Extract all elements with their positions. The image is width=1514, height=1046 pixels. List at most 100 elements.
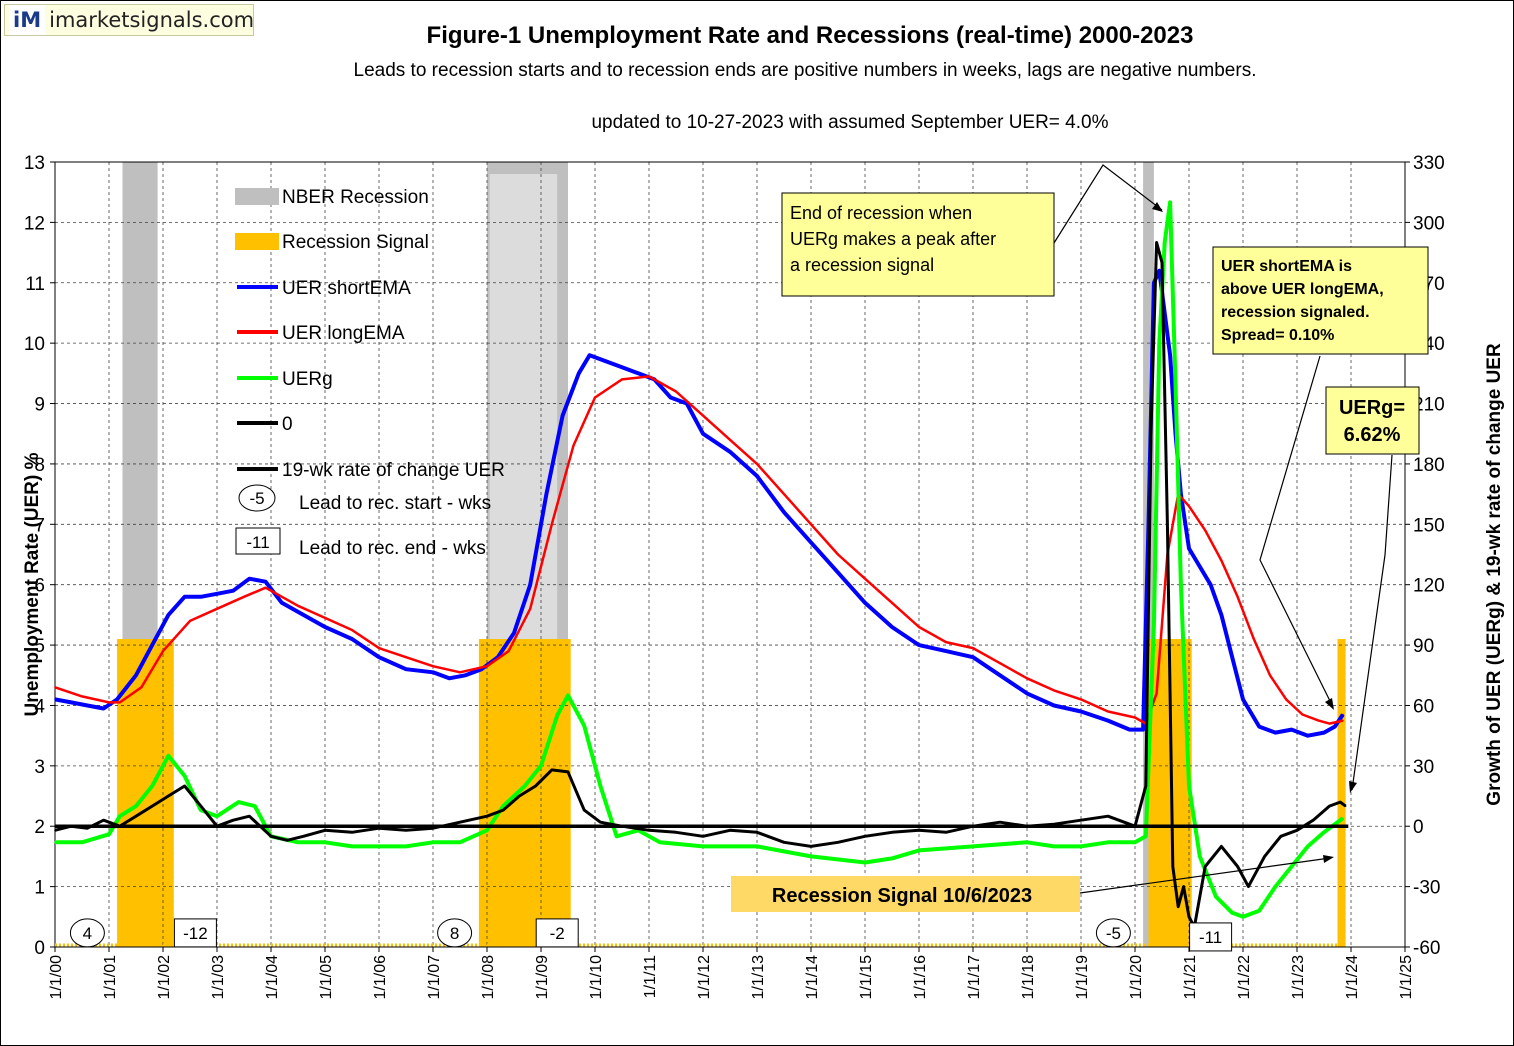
marker-text-2: 8 [450,924,459,943]
x-tick-label: 1/1/03 [210,955,227,1000]
series-point [599,785,602,787]
series-point [486,665,488,668]
series-point [1169,201,1171,204]
legend-label-3: UER longEMA [282,323,405,344]
series-point [1274,731,1277,734]
y-left-tick-label: 5 [34,636,45,657]
series-point [1188,916,1190,918]
series-point [502,809,505,811]
series-point [1145,835,1147,838]
series-point [200,595,202,598]
y-left-axis-label: Unemployment Rate (UER) % [22,452,43,716]
series-point [378,647,380,649]
series-point [183,595,186,598]
series-point [891,602,893,604]
series-point [1172,865,1174,868]
series-point [54,686,56,689]
series-point [1317,719,1320,722]
series-point [572,445,575,447]
series-point [119,701,121,704]
series-point [729,438,731,441]
series-point [621,366,623,369]
series-point [1107,841,1109,844]
series-point [605,360,607,363]
series-point [837,553,839,556]
x-tick-label: 1/1/09 [534,955,551,1000]
series-point [81,695,83,698]
series-point [200,809,202,811]
series-point [756,831,758,834]
series-point [135,805,137,807]
series-point [167,795,170,797]
series-point [1204,529,1206,532]
legend-marker-box-label: Lead to rec. end - wks [299,538,486,559]
series-point [1134,841,1136,844]
x-tick-label: 1/1/16 [912,955,929,1000]
series-point [216,608,218,610]
series-point [1053,845,1055,848]
logo: iM imarketsignals.com [4,4,254,36]
series-point [783,841,785,844]
marker-box-1 [173,918,217,948]
marker-box-3 [535,918,579,948]
series-point [540,765,542,767]
series-point [1258,909,1260,912]
x-tick-label: 1/1/15 [858,955,875,1000]
callout-uerg-value [1325,386,1420,455]
callout-short-above-long-text-2: recession signaled. [1221,304,1370,321]
series-point [999,662,1001,664]
marker-box-5 [1189,922,1233,952]
series-point [1053,689,1055,692]
series-point [637,372,639,375]
series-point [1161,261,1163,264]
series-point [140,686,143,689]
series-point [270,835,272,838]
callout-end-recession-arrow [1053,164,1163,244]
series-point [1342,719,1344,722]
series-point [518,795,521,797]
series-point [167,614,170,616]
series-point [1026,841,1028,844]
series-point [729,829,731,832]
legend-label-5: 0 [282,414,293,435]
series-point [702,414,704,417]
series-point [189,620,191,622]
series-point [551,769,553,771]
series-point [702,845,704,848]
callout-short-above-long-text-3: Spread= 0.10% [1221,327,1334,344]
series-point [405,656,407,658]
series-point [1153,624,1155,626]
series-point [216,815,218,817]
series-point [1220,559,1223,562]
y-right-tick-label: -60 [1413,938,1440,959]
series-point [524,785,526,787]
y-left-tick-label: 2 [34,817,45,838]
y-right-tick-label: 30 [1413,757,1434,778]
series-point [135,674,137,677]
series-point [351,845,353,848]
series-point [297,841,299,844]
series-point [1107,710,1109,713]
series-point [945,831,947,834]
series-point [183,775,186,777]
series-point [1180,493,1182,495]
series-point [1180,583,1182,586]
series-point [70,701,72,704]
series-point [1312,819,1314,821]
series-point [756,845,758,848]
legend-swatch-1 [235,233,279,250]
series-point [702,432,704,435]
callout-recession-signal-date [731,876,1080,912]
series-point [486,829,488,832]
series-point [302,835,305,838]
series-point [254,805,256,807]
series-point [1231,656,1233,658]
x-tick-label: 1/1/01 [102,955,119,1000]
series-point [324,829,326,832]
series-point [167,754,170,757]
series-point [729,451,731,453]
callout-short-above-long-arrow [1259,355,1334,708]
x-tick-label: 1/1/02 [156,955,173,1000]
chart-title: Figure-1 Unemployment Rate and Recession… [426,22,1194,49]
marker-ellipse-4 [1095,918,1131,948]
